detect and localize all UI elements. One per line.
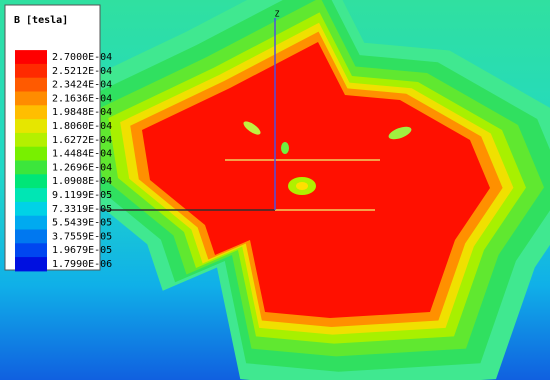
legend-label: 1.9848E-04 (52, 107, 112, 118)
legend-swatch (15, 63, 47, 79)
legend-label: 5.5439E-05 (52, 218, 112, 229)
legend-swatch (15, 201, 47, 217)
legend-label: 1.8060E-04 (52, 121, 112, 132)
legend-label: 2.3424E-04 (52, 80, 112, 91)
legend-swatch (15, 215, 47, 230)
legend-label: 1.9679E-05 (52, 245, 112, 256)
legend-label: 1.0908E-04 (52, 176, 112, 187)
axis-label: Z (275, 10, 280, 19)
hot-spot (243, 121, 261, 135)
legend-swatch (15, 50, 47, 65)
hot-spot (388, 126, 412, 140)
legend-swatch (15, 188, 47, 203)
legend-label: 1.4484E-04 (52, 149, 112, 160)
hot-spot (281, 142, 289, 154)
field-region (142, 42, 490, 318)
legend: 2.7000E-04 2.5212E-04 2.3424E-04 2.1636E-04… (15, 50, 112, 272)
legend-swatch (15, 160, 47, 175)
legend-swatch (15, 174, 47, 189)
legend-swatch (15, 257, 47, 272)
legend-title: B [tesla] (14, 15, 68, 26)
legend-label: 1.7990E-06 (52, 259, 112, 270)
legend-label: 7.3319E-05 (52, 204, 112, 215)
legend-swatch (15, 243, 47, 258)
legend-label: 1.2696E-04 (52, 162, 112, 173)
legend-swatch (15, 229, 47, 244)
legend-swatch (15, 132, 47, 148)
legend-swatch (15, 91, 47, 106)
legend-swatch (15, 146, 47, 161)
legend-swatch (15, 105, 47, 120)
legend-label: 2.7000E-04 (52, 52, 112, 63)
hot-spot (296, 182, 308, 190)
legend-swatch (15, 77, 47, 92)
legend-label: 3.7559E-05 (52, 231, 112, 242)
legend-label: 2.1636E-04 (52, 93, 112, 104)
legend-label: 1.6272E-04 (52, 135, 112, 146)
legend-label: 9.1199E-05 (52, 190, 112, 201)
legend-swatch (15, 119, 47, 134)
field-layers (49, 0, 550, 380)
legend-label: 2.5212E-04 (52, 66, 112, 77)
